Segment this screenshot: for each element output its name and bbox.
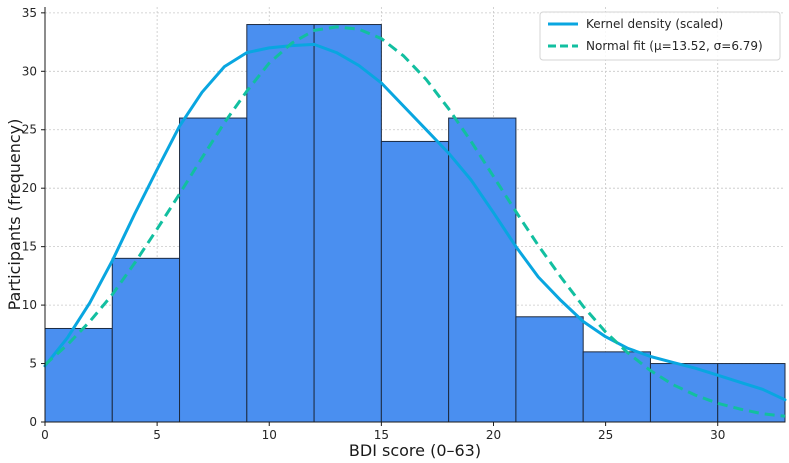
y-axis-title: Participants (frequency) bbox=[5, 119, 24, 311]
histogram-bar bbox=[246, 24, 315, 423]
x-axis-title: BDI score (0–63) bbox=[349, 441, 481, 460]
histogram-bar bbox=[717, 363, 786, 423]
y-tick-label: 20 bbox=[22, 181, 37, 195]
histogram-bar bbox=[380, 140, 450, 423]
histogram-bar bbox=[111, 257, 181, 423]
x-tick-label: 5 bbox=[153, 428, 161, 442]
legend: Kernel density (scaled) Normal fit (μ=13… bbox=[539, 11, 781, 61]
y-tick-label: 35 bbox=[22, 6, 37, 20]
curves bbox=[43, 25, 787, 418]
histogram-bar bbox=[649, 363, 719, 423]
histogram-bar bbox=[44, 327, 113, 423]
y-tick-label: 10 bbox=[22, 298, 37, 312]
x-tick-label: 0 bbox=[41, 428, 49, 442]
histogram-bar bbox=[515, 316, 584, 423]
tick-labels: 0 5 10 15 20 25 30 0 5 10 15 20 25 30 35 bbox=[22, 6, 726, 442]
kde-curve bbox=[43, 42, 787, 402]
x-tick-label: 10 bbox=[262, 428, 277, 442]
y-tick-label: 25 bbox=[22, 123, 37, 137]
legend-label-normal: Normal fit (μ=13.52, σ=6.79) bbox=[586, 39, 763, 53]
histogram-bar bbox=[313, 24, 382, 423]
normal-fit-curve bbox=[44, 25, 786, 418]
y-tick-label: 15 bbox=[22, 240, 37, 254]
y-tick-label: 30 bbox=[22, 64, 37, 78]
legend-box bbox=[539, 11, 781, 61]
x-tick-label: 30 bbox=[710, 428, 725, 442]
x-tick-label: 20 bbox=[486, 428, 501, 442]
y-tick-label: 5 bbox=[29, 357, 37, 371]
x-tick-label: 25 bbox=[598, 428, 613, 442]
x-tick-label: 15 bbox=[374, 428, 389, 442]
legend-label-kde: Kernel density (scaled) bbox=[586, 17, 723, 31]
y-tick-label: 0 bbox=[29, 415, 37, 429]
histogram-bar bbox=[179, 117, 248, 423]
axes bbox=[41, 7, 785, 426]
